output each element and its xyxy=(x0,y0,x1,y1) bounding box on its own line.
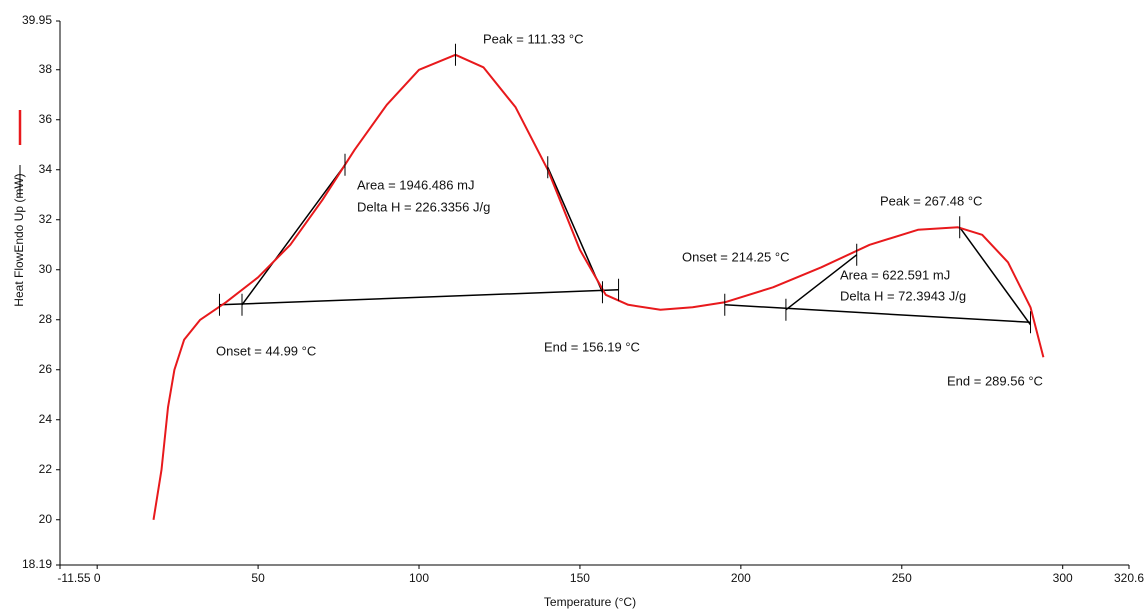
y-tick-label: 22 xyxy=(39,462,53,476)
y-tick-label: 30 xyxy=(39,262,53,276)
y-tick-label: 26 xyxy=(39,362,53,376)
construction-line xyxy=(242,165,345,305)
x-tick-label: 0 xyxy=(94,571,101,585)
chart: Temperature (°C) Heat FlowEndo Up (mW) 1… xyxy=(0,0,1148,612)
annotation: Peak = 111.33 °C xyxy=(483,31,583,46)
y-axis-label: Heat FlowEndo Up (mW) xyxy=(12,173,26,306)
annotation: Delta H = 72.3943 J/g xyxy=(840,288,966,303)
y-tick-label: 32 xyxy=(39,212,53,226)
y-tick-label: 20 xyxy=(39,512,53,526)
annotation: Onset = 44.99 °C xyxy=(216,343,316,358)
annotation: End = 156.19 °C xyxy=(544,339,640,354)
y-tick-label: 39.95 xyxy=(22,13,52,27)
x-tick-label: 320.6 xyxy=(1114,571,1144,585)
x-tick-label: -11.55 xyxy=(57,571,90,585)
y-tick-label: 24 xyxy=(39,412,53,426)
annotation: Area = 1946.486 mJ xyxy=(357,177,474,192)
y-tick-label: 36 xyxy=(39,112,53,126)
construction-line xyxy=(725,305,1031,323)
x-tick-label: 250 xyxy=(892,571,912,585)
annotation: Onset = 214.25 °C xyxy=(682,249,789,264)
construction-line xyxy=(220,290,619,305)
y-tick-label: 38 xyxy=(39,62,53,76)
y-tick-label: 18.19 xyxy=(22,557,52,571)
x-tick-label: 100 xyxy=(409,571,429,585)
annotation: Area = 622.591 mJ xyxy=(840,267,950,282)
x-tick-label: 300 xyxy=(1053,571,1073,585)
construction-line xyxy=(960,227,1031,324)
annotation: End = 289.56 °C xyxy=(947,373,1043,388)
y-tick-label: 28 xyxy=(39,312,53,326)
annotation: Delta H = 226.3356 J/g xyxy=(357,199,490,214)
x-axis-label: Temperature (°C) xyxy=(544,595,636,609)
x-tick-label: 150 xyxy=(570,571,590,585)
annotation: Peak = 267.48 °C xyxy=(880,193,982,208)
y-tick-label: 34 xyxy=(39,162,53,176)
x-tick-label: 200 xyxy=(731,571,751,585)
x-tick-label: 50 xyxy=(251,571,265,585)
data-line xyxy=(154,55,1044,520)
